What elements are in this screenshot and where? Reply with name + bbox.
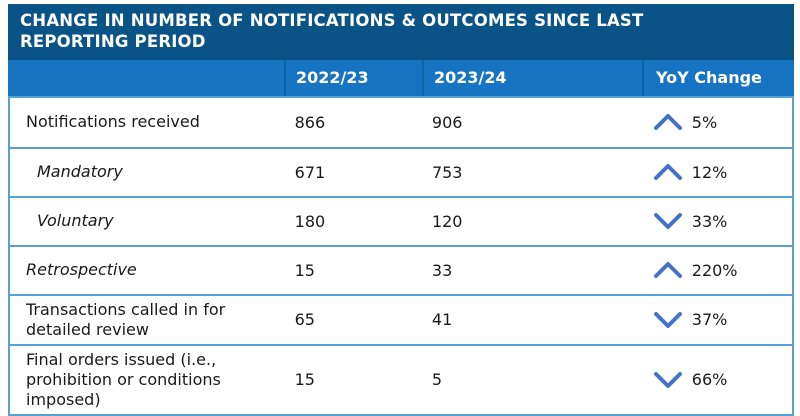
- yoy-change-value: 5%: [691, 112, 718, 132]
- header-metric-cell: [8, 60, 284, 96]
- yoy-change-value: 220%: [691, 260, 738, 280]
- value-2023-24: 120: [431, 211, 463, 231]
- table-title: CHANGE IN NUMBER OF NOTIFICATIONS & OUTC…: [20, 11, 644, 52]
- chevron-down-icon: [653, 371, 682, 388]
- row-label: Retrospective: [26, 260, 137, 280]
- yoy-change-value: 37%: [691, 310, 728, 330]
- table-row-notifications-received: Notifications received 866 906 5%: [10, 98, 792, 147]
- table-row-retrospective: Retrospective 15 33 220%: [10, 244, 792, 294]
- header-2022-23: 2022/23: [284, 59, 422, 96]
- table-row-transactions-called-in: Transactions called in for detailed revi…: [10, 293, 792, 344]
- value-2022-23: 65: [294, 310, 315, 330]
- value-2022-23: 15: [294, 370, 315, 390]
- value-2023-24: 753: [431, 162, 463, 182]
- table-row-final-orders: Final orders issued (i.e., prohibition o…: [10, 343, 792, 414]
- value-2023-24: 33: [431, 260, 453, 280]
- table-header-row: 2022/23 2023/24 YoY Change: [8, 59, 794, 96]
- row-label: Voluntary: [37, 211, 114, 231]
- yoy-change-value: 66%: [691, 370, 728, 390]
- table-title-bar: CHANGE IN NUMBER OF NOTIFICATIONS & OUTC…: [8, 4, 794, 60]
- header-yoy-change: YoY Change: [642, 59, 794, 96]
- value-2022-23: 866: [294, 112, 326, 132]
- value-2022-23: 180: [294, 211, 326, 231]
- table-row-mandatory: Mandatory 671 753 12%: [10, 146, 792, 196]
- yoy-change-cell: 5%: [641, 113, 792, 132]
- yoy-change-cell: 220%: [641, 261, 792, 280]
- chevron-up-icon: [653, 114, 682, 131]
- yoy-change-cell: 66%: [641, 370, 792, 389]
- row-label: Mandatory: [37, 162, 123, 182]
- header-2023-24: 2023/24: [422, 59, 642, 96]
- value-2022-23: 15: [294, 260, 315, 280]
- chevron-up-icon: [653, 164, 682, 181]
- chevron-down-icon: [653, 213, 682, 230]
- yoy-change-value: 12%: [691, 162, 728, 182]
- value-2022-23: 671: [294, 162, 326, 182]
- chevron-up-icon: [653, 262, 682, 279]
- row-label: Final orders issued (i.e., prohibition o…: [26, 349, 221, 409]
- yoy-change-cell: 33%: [641, 212, 792, 231]
- row-label: Transactions called in for detailed revi…: [26, 299, 226, 339]
- table-row-voluntary: Voluntary 180 120 33%: [10, 195, 792, 245]
- row-label: Notifications received: [26, 112, 200, 132]
- value-2023-24: 906: [431, 112, 463, 132]
- yoy-change-value: 33%: [691, 211, 728, 231]
- yoy-change-cell: 37%: [641, 310, 792, 329]
- notifications-outcomes-table: CHANGE IN NUMBER OF NOTIFICATIONS & OUTC…: [8, 4, 794, 416]
- value-2023-24: 41: [431, 310, 453, 330]
- value-2023-24: 5: [431, 370, 443, 390]
- table-body: Notifications received 866 906 5% Mandat…: [8, 95, 794, 416]
- chevron-down-icon: [653, 311, 682, 328]
- yoy-change-cell: 12%: [641, 163, 792, 182]
